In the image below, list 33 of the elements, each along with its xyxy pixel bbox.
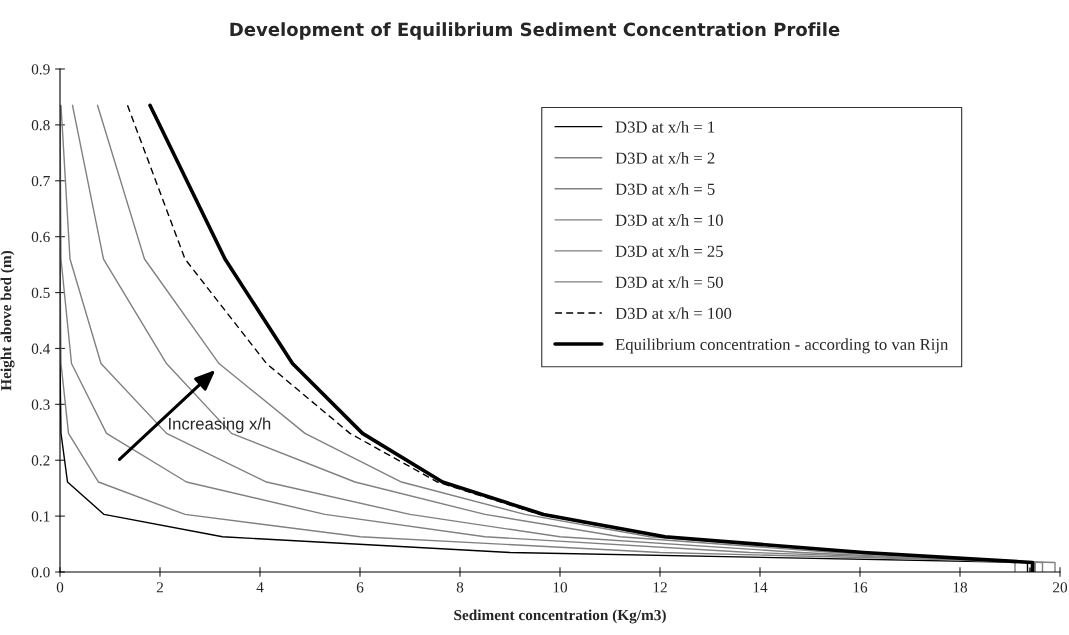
legend-label: D3D at x/h = 25 [615,245,723,257]
legend-label: D3D at x/h = 2 [615,152,715,164]
y-tick-label: 0.3 [31,399,50,410]
y-axis-title: Height above bed (m) [0,250,15,391]
x-tick-label: 2 [156,582,163,593]
y-tick-label: 0.6 [31,231,50,243]
legend-label: Equilibrium concentration - according to van Rijn [615,338,949,354]
x-tick-label: 10 [553,582,568,593]
x-tick-label: 18 [953,582,968,593]
y-tick-label: 0.9 [31,64,50,75]
x-tick-label: 12 [653,582,667,593]
legend-label: D3D at x/h = 50 [615,276,723,288]
x-tick-label: 6 [356,582,364,593]
annotation: Increasing x/h [169,417,271,433]
y-tick-label: 0.1 [31,511,50,522]
y-tick-label: 0.0 [31,567,50,578]
legend-label: D3D at x/h = 10 [615,214,723,226]
x-tick-label: 14 [753,582,768,593]
y-tick-label: 0.2 [31,455,50,466]
x-tick-label: 20 [1053,582,1068,593]
y-tick-label: 0.5 [31,287,50,299]
x-tick-label: 16 [853,582,868,593]
x-tick-label: 0 [56,582,64,593]
legend-label: D3D at x/h = 1 [615,120,715,133]
x-tick-label: 4 [256,582,264,593]
chart-title: Development of Equilibrium Sediment Concentration Profile [230,22,840,40]
y-tick-label: 0.7 [31,175,50,187]
x-axis-title: Sediment concentration (Kg/m3) [454,609,666,624]
y-tick-label: 0.4 [31,343,51,354]
legend-label: D3D at x/h = 5 [615,183,715,195]
legend-label: D3D at x/h = 100 [615,307,732,319]
y-tick-label: 0.8 [31,120,50,131]
x-tick-label: 8 [456,582,464,593]
